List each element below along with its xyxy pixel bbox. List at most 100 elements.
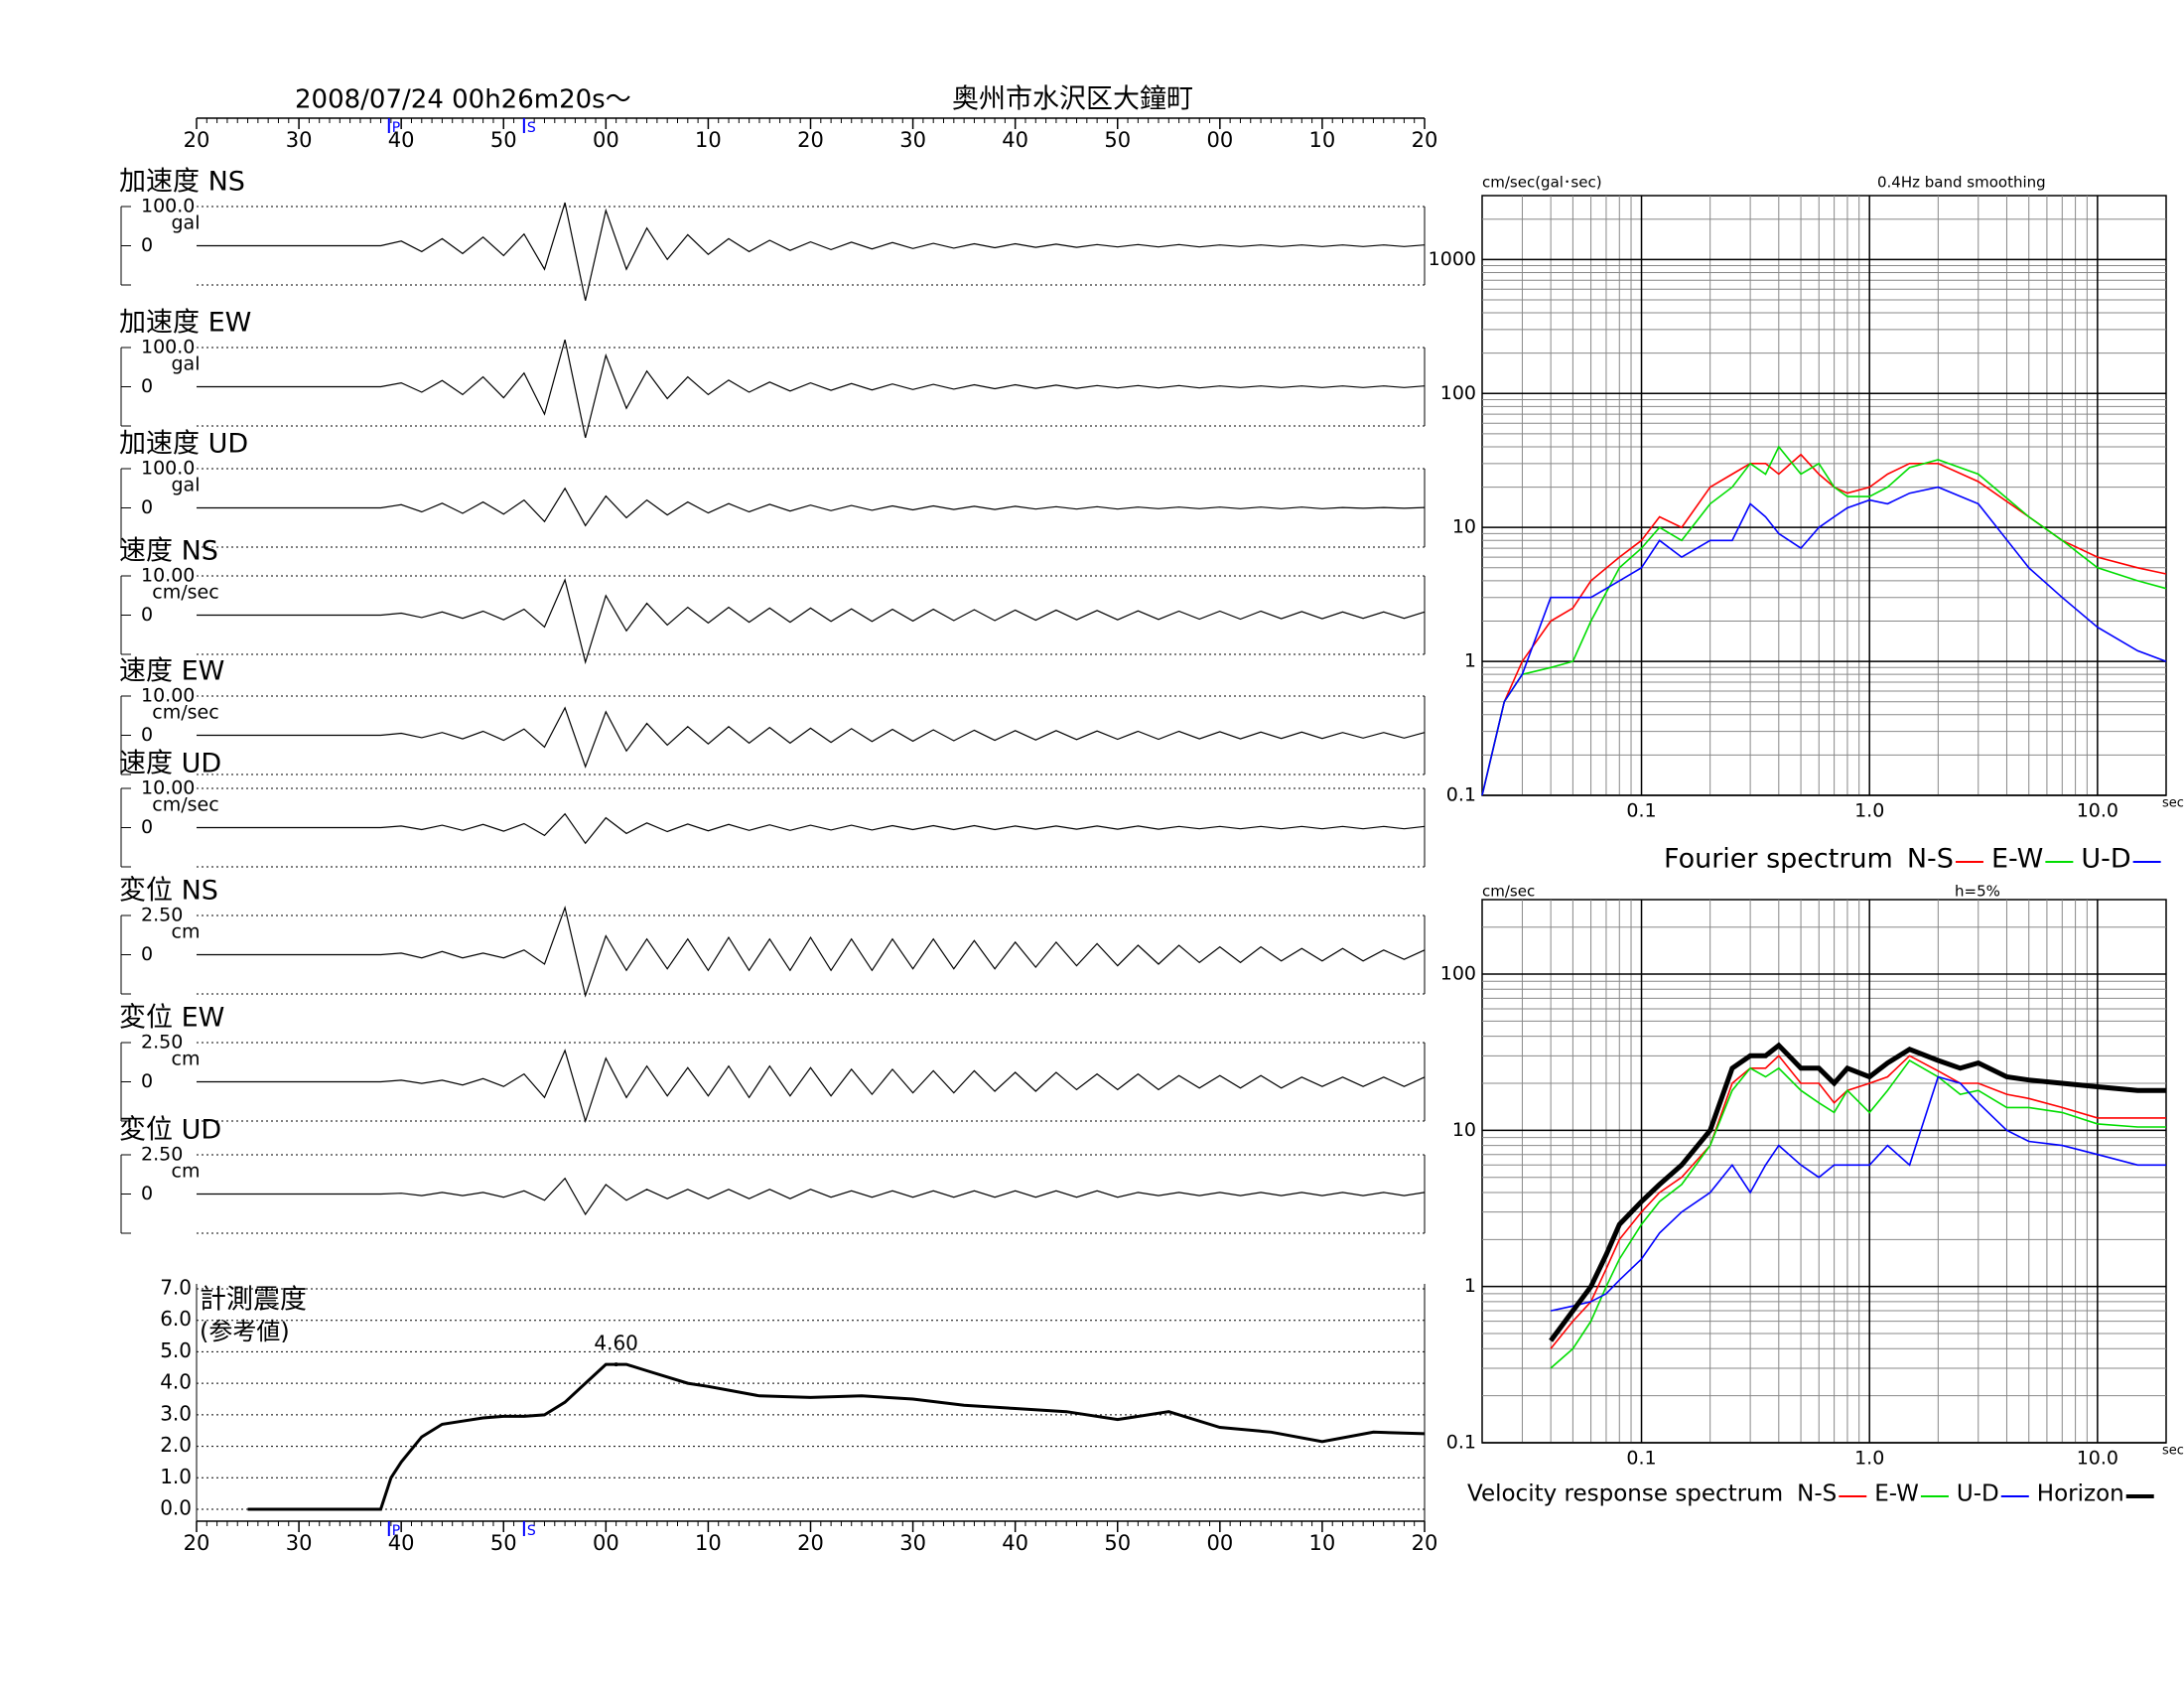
spectrum-line: [1481, 445, 2167, 796]
x-tick-label: 50: [490, 128, 517, 152]
waveform: [197, 1177, 1426, 1216]
x-tick-label: 20: [797, 128, 824, 152]
y-tick-label: 100: [1440, 382, 1476, 404]
x-tick-label: 10: [1309, 128, 1336, 152]
unit-label: cm/sec: [152, 582, 218, 604]
y-tick-label: 1: [1464, 1275, 1476, 1297]
x-tick-label: 30: [286, 1531, 313, 1555]
y-tick-label: 10.00: [141, 565, 195, 587]
legend-label: U-D: [1957, 1481, 1999, 1507]
spectrum-line: [1549, 1042, 2166, 1342]
legend-label: U-D: [2081, 844, 2130, 875]
y-tick-label: 0: [141, 943, 153, 965]
plot-frame: [1481, 195, 2167, 796]
panel-title: 変位 UD: [119, 1115, 221, 1146]
y-tick-label: 5.0: [160, 1338, 192, 1362]
y-tick-label: 0.1: [1446, 1432, 1476, 1454]
x-tick-label: 40: [1002, 128, 1028, 152]
waveform: [197, 1049, 1426, 1124]
legend-label: E-W: [1874, 1481, 1919, 1507]
intensity-line: [247, 1362, 1426, 1511]
y-tick-label: 10.00: [141, 777, 195, 799]
x-tick-label: 40: [388, 1531, 415, 1555]
legend-label: N-S: [1797, 1481, 1837, 1507]
x-tick-label: 0.1: [1626, 1448, 1656, 1470]
y-tick-label: 0: [141, 1183, 153, 1204]
x-axis-label: sec: [2162, 796, 2184, 811]
legend-title: Velocity response spectrum: [1467, 1481, 1783, 1507]
x-tick-label: 20: [797, 1531, 824, 1555]
unit-label: cm: [172, 1161, 201, 1183]
spectrum-line: [1550, 1055, 2166, 1349]
x-tick-label: 30: [286, 128, 313, 152]
x-tick-label: 50: [1104, 128, 1131, 152]
x-tick-label: 1.0: [1854, 800, 1884, 822]
annotation-text: 4.60: [594, 1332, 638, 1355]
y-tick-label: 1000: [1429, 248, 1476, 270]
x-tick-label: 40: [1002, 1531, 1028, 1555]
spectrum-line: [1481, 453, 2167, 796]
panel-title: 変位 NS: [119, 876, 218, 907]
spectrum-line: [1550, 1075, 2166, 1312]
chart-subtitle: (参考値): [200, 1318, 290, 1345]
x-tick-label: 20: [184, 1531, 210, 1555]
x-tick-label: 20: [1412, 128, 1438, 152]
panel-title: 加速度 NS: [119, 167, 245, 198]
x-tick-label: 0.1: [1626, 800, 1656, 822]
x-tick-label: 00: [593, 1531, 619, 1555]
x-tick-label: 50: [1104, 1531, 1131, 1555]
x-tick-label: 10.0: [2077, 1448, 2118, 1470]
y-tick-label: 0: [141, 234, 153, 256]
x-tick-label: 30: [899, 1531, 926, 1555]
unit-label: gal: [172, 353, 201, 375]
waveform: [197, 706, 1426, 769]
phase-label: P: [392, 120, 400, 136]
unit-label: gal: [172, 212, 201, 234]
y-tick-label: 0.0: [160, 1496, 192, 1520]
y-tick-label: 3.0: [160, 1401, 192, 1425]
y-tick-label: 4.0: [160, 1370, 192, 1394]
legend-label: Horizon: [2037, 1481, 2124, 1507]
y-tick-label: 0: [141, 604, 153, 626]
waveform: [197, 578, 1426, 665]
waveform: [197, 905, 1426, 998]
y-tick-label: 10: [1452, 1119, 1476, 1141]
y-tick-label: 7.0: [160, 1276, 192, 1300]
waveform: [197, 339, 1426, 439]
y-tick-label: 0.1: [1446, 784, 1476, 806]
y-tick-label: 0: [141, 816, 153, 838]
x-tick-label: 00: [593, 128, 619, 152]
x-tick-label: 50: [490, 1531, 517, 1555]
panel-title: 加速度 UD: [119, 429, 248, 460]
panel-title: 速度 UD: [119, 749, 221, 779]
y-tick-label: 100: [1440, 963, 1476, 985]
x-tick-label: 00: [1206, 1531, 1233, 1555]
legend-label: N-S: [1907, 844, 1954, 875]
plot-note: 0.4Hz band smoothing: [1877, 174, 2046, 192]
y-tick-label: 100.0: [141, 196, 195, 217]
x-tick-label: 10: [695, 1531, 722, 1555]
phase-label: S: [527, 1523, 536, 1539]
waveform: [197, 202, 1426, 301]
unit-label: cm/sec: [152, 794, 218, 816]
x-tick-label: 40: [388, 128, 415, 152]
y-tick-label: 1.0: [160, 1465, 192, 1488]
legend-label: E-W: [1991, 844, 2043, 875]
y-tick-label: 100.0: [141, 337, 195, 358]
y-axis-label: cm/sec: [1482, 883, 1535, 901]
chart-title: 計測震度: [200, 1285, 307, 1316]
y-tick-label: 100.0: [141, 458, 195, 480]
y-tick-label: 0: [141, 1070, 153, 1092]
spectrum-line: [1481, 486, 2167, 796]
y-tick-label: 2.50: [141, 1144, 183, 1166]
y-tick-label: 2.50: [141, 905, 183, 926]
waveform: [197, 812, 1426, 845]
x-tick-label: 10.0: [2077, 800, 2118, 822]
y-tick-label: 1: [1464, 650, 1476, 672]
unit-label: cm: [172, 1049, 201, 1070]
annotation-point: [614, 1362, 618, 1367]
station-location: 奥州市水沢区大鐘町: [952, 84, 1193, 115]
x-tick-label: 1.0: [1854, 1448, 1884, 1470]
panel-title: 変位 EW: [119, 1003, 224, 1034]
